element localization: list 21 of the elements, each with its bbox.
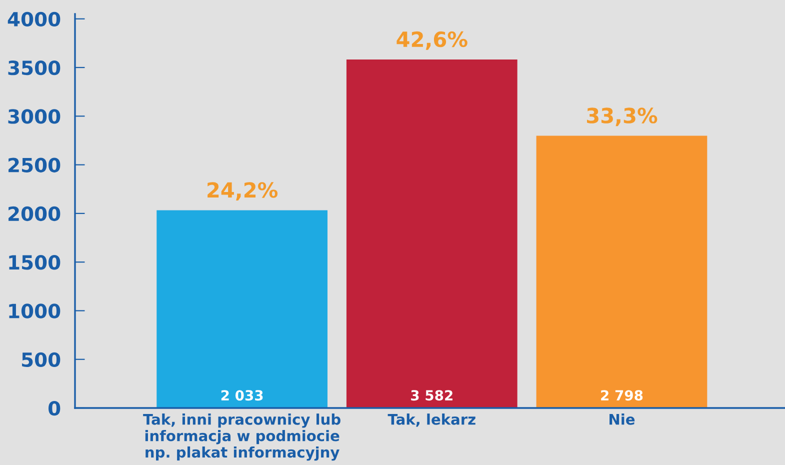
x-tick-label: Tak, lekarz xyxy=(388,414,476,427)
y-tick-label: 500 xyxy=(22,352,60,368)
y-tick-label: 1500 xyxy=(9,255,60,270)
data-label: 2 033 xyxy=(221,390,263,401)
y-tick-label: 1000 xyxy=(9,304,60,318)
y-tick-label: 3000 xyxy=(8,109,60,124)
y-tick-label: 3500 xyxy=(8,60,60,76)
y-tick-label: 2500 xyxy=(8,158,60,172)
x-tick-label: Tak, inni pracownicy lub informacja w podmiocie np. plakat informacyjny xyxy=(143,414,340,461)
bar xyxy=(156,210,328,408)
annotation: 24,2% xyxy=(208,182,278,201)
bar xyxy=(346,60,518,408)
y-tick-label: 0 xyxy=(48,400,60,416)
data-label: 3 582 xyxy=(411,390,452,401)
y-tick-label: 2000 xyxy=(8,206,60,222)
y-tick-label: 4000 xyxy=(8,12,60,27)
x-tick-label: Nie xyxy=(610,414,635,425)
data-label: 2 798 xyxy=(601,390,643,401)
annotation: 33,3% xyxy=(586,108,658,126)
bar xyxy=(536,136,708,408)
annotation: 42,6% xyxy=(396,31,468,50)
